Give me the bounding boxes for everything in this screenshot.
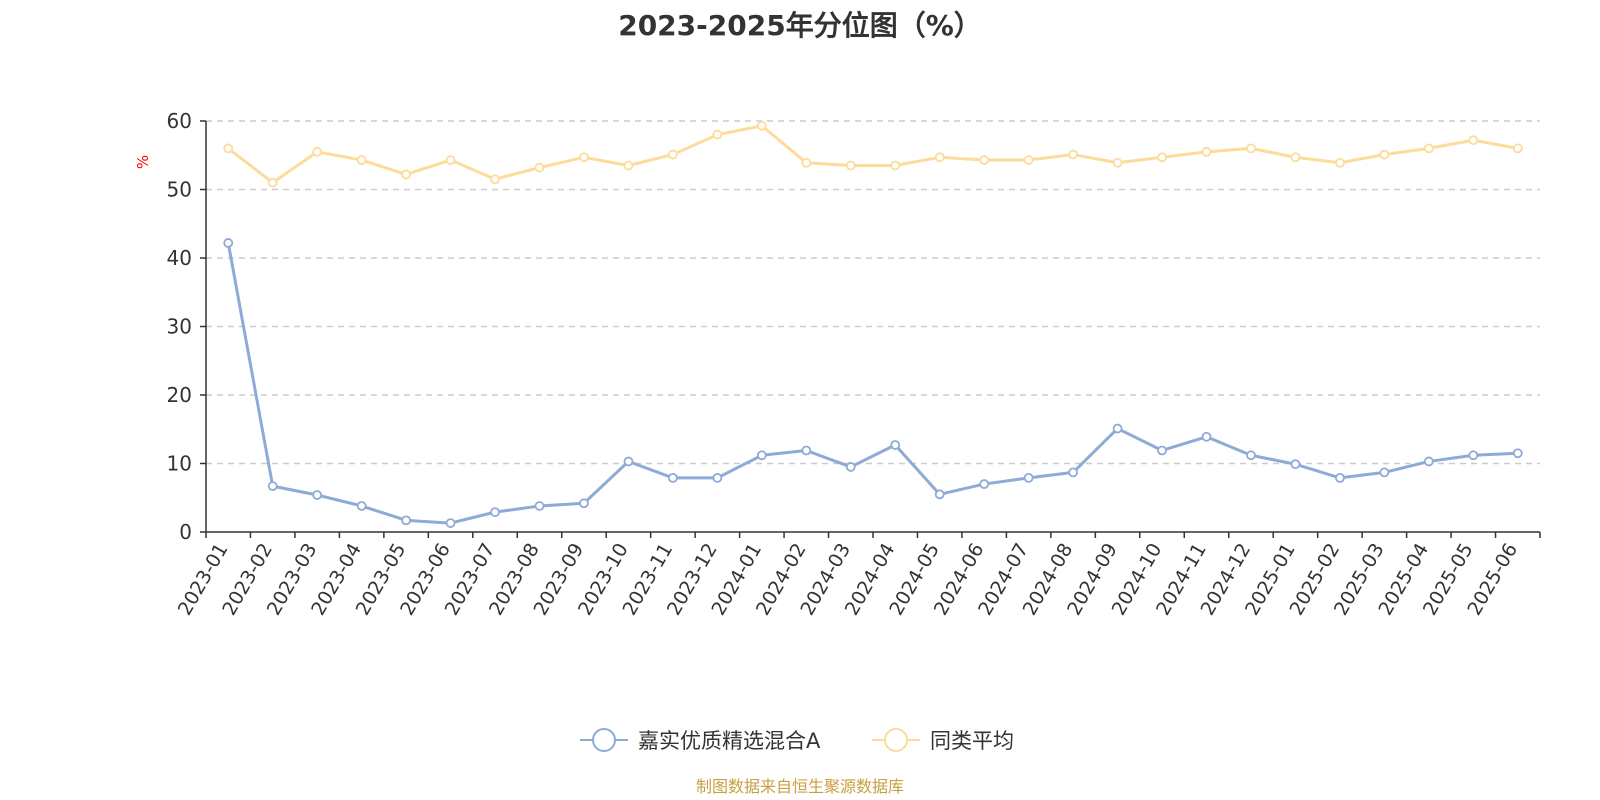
y-tick-label: 50 [167,178,192,202]
data-point[interactable] [490,174,500,185]
data-point[interactable] [1246,450,1256,461]
data-point[interactable] [1290,152,1301,163]
data-point[interactable] [1379,467,1390,478]
series-1 [223,238,1523,528]
legend[interactable]: 嘉实优质精选混合A 同类平均 [580,728,1014,753]
data-point[interactable] [223,238,234,248]
data-point[interactable] [1068,467,1078,478]
data-point[interactable] [534,162,545,173]
data-point[interactable] [312,146,323,157]
data-point[interactable] [1023,472,1034,483]
grid-lines [206,120,1540,465]
legend-marker-icon [592,728,616,752]
data-point[interactable] [579,152,589,163]
legend-label: 同类平均 [930,729,1014,753]
data-point[interactable] [845,160,856,171]
data-point[interactable] [267,177,278,188]
data-point[interactable] [934,152,945,163]
data-point[interactable] [445,155,456,165]
y-tick-label: 10 [167,452,192,476]
data-source-label: 制图数据来自恒生聚源数据库 [696,777,904,796]
data-point[interactable] [979,155,990,165]
data-point[interactable] [1157,445,1167,456]
data-point[interactable] [712,472,723,483]
data-point[interactable] [1512,143,1523,154]
data-point[interactable] [1201,146,1212,157]
data-point[interactable] [623,160,634,171]
data-point[interactable] [979,479,990,489]
series-line [226,242,1518,525]
data-point[interactable] [267,481,278,492]
data-point[interactable] [490,507,500,518]
data-point[interactable] [756,450,767,461]
data-point[interactable] [934,489,945,500]
data-point[interactable] [712,129,723,140]
data-point[interactable] [312,490,323,500]
y-tick-label: 30 [167,315,192,339]
data-point[interactable] [1335,472,1345,483]
axes: 01020304050602023-012023-022023-032023-0… [167,109,1541,619]
data-point[interactable] [1112,423,1123,434]
y-axis-unit-label: % [134,155,152,169]
series-lines [223,120,1523,528]
data-point[interactable] [356,501,367,511]
data-point[interactable] [1423,456,1434,467]
data-point[interactable] [1468,450,1479,461]
data-point[interactable] [1335,157,1345,168]
data-point[interactable] [401,169,412,180]
data-point[interactable] [801,157,812,168]
legend-item-2[interactable]: 同类平均 [872,728,1014,753]
data-point[interactable] [1379,149,1390,160]
data-point[interactable] [534,501,545,511]
data-point[interactable] [1201,431,1212,442]
data-point[interactable] [223,143,234,154]
legend-label: 嘉实优质精选混合A [638,729,821,753]
series-2 [223,120,1523,188]
data-point[interactable] [1157,152,1167,163]
data-point[interactable] [1112,157,1123,168]
data-point[interactable] [668,472,678,483]
data-point[interactable] [890,440,901,450]
data-point[interactable] [1512,448,1523,459]
data-point[interactable] [623,456,634,467]
data-point[interactable] [756,120,767,131]
data-point[interactable] [1468,135,1479,146]
data-point[interactable] [1246,143,1256,154]
data-point[interactable] [1290,459,1301,470]
data-point[interactable] [890,160,901,171]
legend-marker-icon [884,728,908,752]
data-point[interactable] [579,498,589,509]
data-point[interactable] [1068,149,1078,160]
data-point[interactable] [356,155,367,165]
data-point[interactable] [668,149,678,160]
data-point[interactable] [1023,155,1034,165]
y-tick-label: 0 [179,520,192,544]
data-point[interactable] [801,445,812,456]
series-line [227,124,1519,185]
legend-item-1[interactable]: 嘉实优质精选混合A [580,728,821,753]
y-tick-label: 40 [167,246,192,270]
data-point[interactable] [445,518,456,528]
data-point[interactable] [845,462,856,472]
y-tick-label: 20 [167,383,192,407]
data-point[interactable] [1423,143,1434,154]
chart-title: 2023-2025年分位图（%） [618,9,982,42]
y-tick-label: 60 [167,109,192,133]
data-point[interactable] [401,515,412,526]
